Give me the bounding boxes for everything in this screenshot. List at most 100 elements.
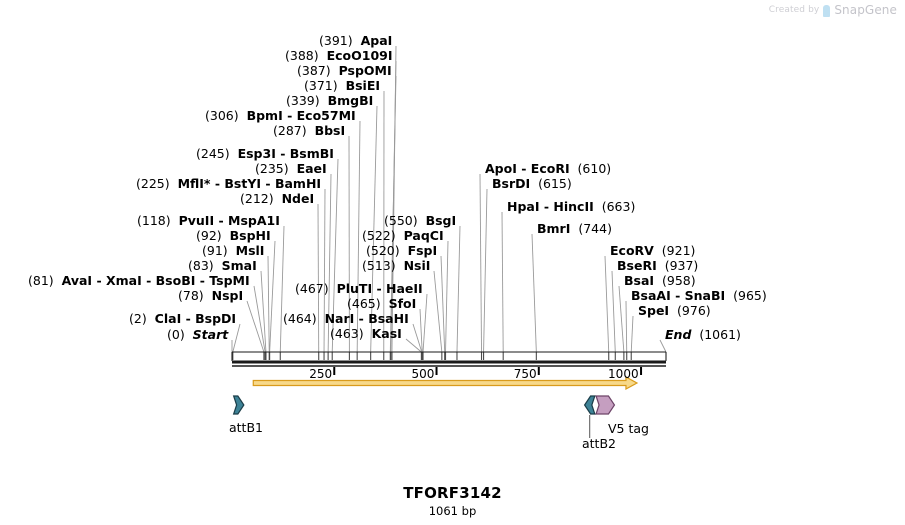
enzyme-names: FspI [408, 243, 438, 258]
enzyme-label-msli[interactable]: (91) MslI [202, 244, 264, 257]
feature-arrow-attb2[interactable] [583, 395, 596, 415]
enzyme-name: BseRI [617, 258, 657, 273]
enzyme-label-bpmi[interactable]: (306) BpmI - Eco57MI [205, 109, 356, 122]
enzyme-label-sfoi[interactable]: (465) SfoI [347, 297, 416, 310]
enzyme-label-hpai[interactable]: HpaI - HincII (663) [507, 200, 635, 213]
feature-arrow-v5-tag[interactable] [595, 395, 616, 415]
enzyme-position: (78) [178, 288, 204, 303]
enzyme-position: (83) [188, 258, 214, 273]
enzyme-names: BsiEI [346, 78, 380, 93]
enzyme-position: (465) [347, 296, 381, 311]
enzyme-name-separator: - [92, 273, 106, 288]
enzyme-label-nsii[interactable]: (513) NsiI [362, 259, 430, 272]
enzyme-label-apai[interactable]: (391) ApaI [319, 34, 392, 47]
enzyme-position: (391) [319, 33, 353, 48]
enzyme-name: PluTI [336, 281, 373, 296]
enzyme-label-bsrdi[interactable]: BsrDI (615) [492, 177, 572, 190]
enzyme-label-bseri[interactable]: BseRI (937) [617, 259, 698, 272]
enzyme-name: SnaBI [684, 288, 726, 303]
enzyme-label-apoi[interactable]: ApoI - EcoRI (610) [485, 162, 611, 175]
enzyme-label-bmri[interactable]: BmrI (744) [537, 222, 612, 235]
enzyme-names: BsaI [624, 273, 654, 288]
enzyme-label-bsai[interactable]: BsaI (958) [624, 274, 696, 287]
enzyme-names: PvuII - MspA1I [179, 213, 280, 228]
enzyme-label-pluti[interactable]: (467) PluTI - HaeII [295, 282, 423, 295]
enzyme-label-nspi[interactable]: (78) NspI [178, 289, 243, 302]
enzyme-name: TspMI [209, 273, 250, 288]
enzyme-label-fspi[interactable]: (520) FspI [366, 244, 437, 257]
enzyme-name-separator: - [516, 161, 531, 176]
enzyme-name: SfoI [388, 296, 417, 311]
enzyme-name: HincII [553, 199, 594, 214]
enzyme-names: SmaI [222, 258, 257, 273]
enzyme-label-pvuii[interactable]: (118) PvuII - MspA1I [137, 214, 280, 227]
enzyme-name: SmaI [221, 258, 257, 273]
enzyme-name: XmaI [106, 273, 142, 288]
enzyme-names: End [665, 327, 691, 342]
enzyme-label-ecoo109i[interactable]: (388) EcoO109I [285, 49, 392, 62]
enzyme-label-esp3i[interactable]: (245) Esp3I - BsmBI [196, 147, 334, 160]
enzyme-label-bsiei[interactable]: (371) BsiEI [304, 79, 380, 92]
feature-label-v5-tag: V5 tag [608, 421, 649, 436]
enzyme-position: (245) [196, 146, 230, 161]
enzyme-label-smai[interactable]: (83) SmaI [188, 259, 257, 272]
enzyme-names: HpaI - HincII [507, 199, 594, 214]
enzyme-name: BsaAI [631, 288, 671, 303]
enzyme-names: BspHI [230, 228, 271, 243]
enzyme-name-separator: - [539, 199, 554, 214]
enzyme-label-avai[interactable]: (81) AvaI - XmaI - BsoBI - TspMI [28, 274, 250, 287]
enzyme-names: NdeI [282, 191, 315, 206]
enzyme-names: SfoI [389, 296, 417, 311]
enzyme-name: BsmBI [289, 146, 334, 161]
enzyme-label-mfli[interactable]: (225) MflI* - BstYI - BamHI [136, 177, 321, 190]
enzyme-name: NspI [211, 288, 244, 303]
enzyme-name: PvuII [178, 213, 215, 228]
enzyme-names: BpmI - Eco57MI [247, 108, 356, 123]
enzyme-name-separator: - [181, 311, 196, 326]
enzyme-label-spei[interactable]: SpeI (976) [638, 304, 711, 317]
enzyme-label-ndei[interactable]: (212) NdeI [240, 192, 314, 205]
enzyme-label-ecorv[interactable]: EcoRV (921) [610, 244, 695, 257]
watermark-created-by-label: Created by [768, 5, 820, 15]
snapgene-watermark: Created by SnapGene [769, 3, 897, 17]
enzyme-label-end[interactable]: End (1061) [665, 328, 741, 341]
enzyme-label-bbsi[interactable]: (287) BbsI [273, 124, 345, 137]
enzyme-name-separator: - [282, 108, 297, 123]
enzyme-name-separator: - [214, 213, 228, 228]
enzyme-name: EcoRV [610, 243, 654, 258]
enzyme-label-eaei[interactable]: (235) EaeI [255, 162, 327, 175]
enzyme-name-separator: - [372, 281, 387, 296]
enzyme-label-kasi[interactable]: (463) KasI [330, 327, 402, 340]
watermark-brand-label: SnapGene [834, 3, 897, 17]
enzyme-name: BspHI [229, 228, 271, 243]
enzyme-name: NsiI [403, 258, 431, 273]
enzyme-name: BspDI [195, 311, 237, 326]
enzyme-names: NspI [212, 288, 244, 303]
enzyme-label-nari[interactable]: (464) NarI - BsaHI [283, 312, 409, 325]
enzyme-label-bsgi[interactable]: (550) BsgI [384, 214, 456, 227]
cut-site-ticks [231, 352, 667, 360]
enzyme-label-clai[interactable]: (2) ClaI - BspDI [129, 312, 236, 325]
enzyme-label-pspomi[interactable]: (387) PspOMI [297, 64, 392, 77]
enzyme-names: BsgI [426, 213, 457, 228]
feature-arrow-attb1[interactable] [232, 395, 245, 415]
enzyme-position: (1061) [699, 327, 741, 342]
enzyme-name: ClaI [154, 311, 182, 326]
enzyme-name: Eco57MI [296, 108, 356, 123]
enzyme-label-start[interactable]: (0) Start [167, 328, 228, 341]
enzyme-name: BmrI [537, 221, 571, 236]
enzyme-name: MflI* [177, 176, 211, 191]
enzyme-names: NarI - BsaHI [325, 311, 409, 326]
enzyme-names: PaqCI [404, 228, 444, 243]
enzyme-label-bsphi[interactable]: (92) BspHI [196, 229, 271, 242]
enzyme-names: MslI [236, 243, 265, 258]
enzyme-position: (388) [285, 48, 319, 63]
enzyme-label-bmgbi[interactable]: (339) BmgBI [286, 94, 373, 107]
feature-label-attb1: attB1 [229, 420, 263, 435]
enzyme-position: (212) [240, 191, 274, 206]
enzyme-label-bsaai[interactable]: BsaAI - SnaBI (965) [631, 289, 767, 302]
enzyme-label-paqci[interactable]: (522) PaqCI [362, 229, 444, 242]
enzyme-names: EcoO109I [327, 48, 393, 63]
enzyme-position: (610) [577, 161, 612, 176]
